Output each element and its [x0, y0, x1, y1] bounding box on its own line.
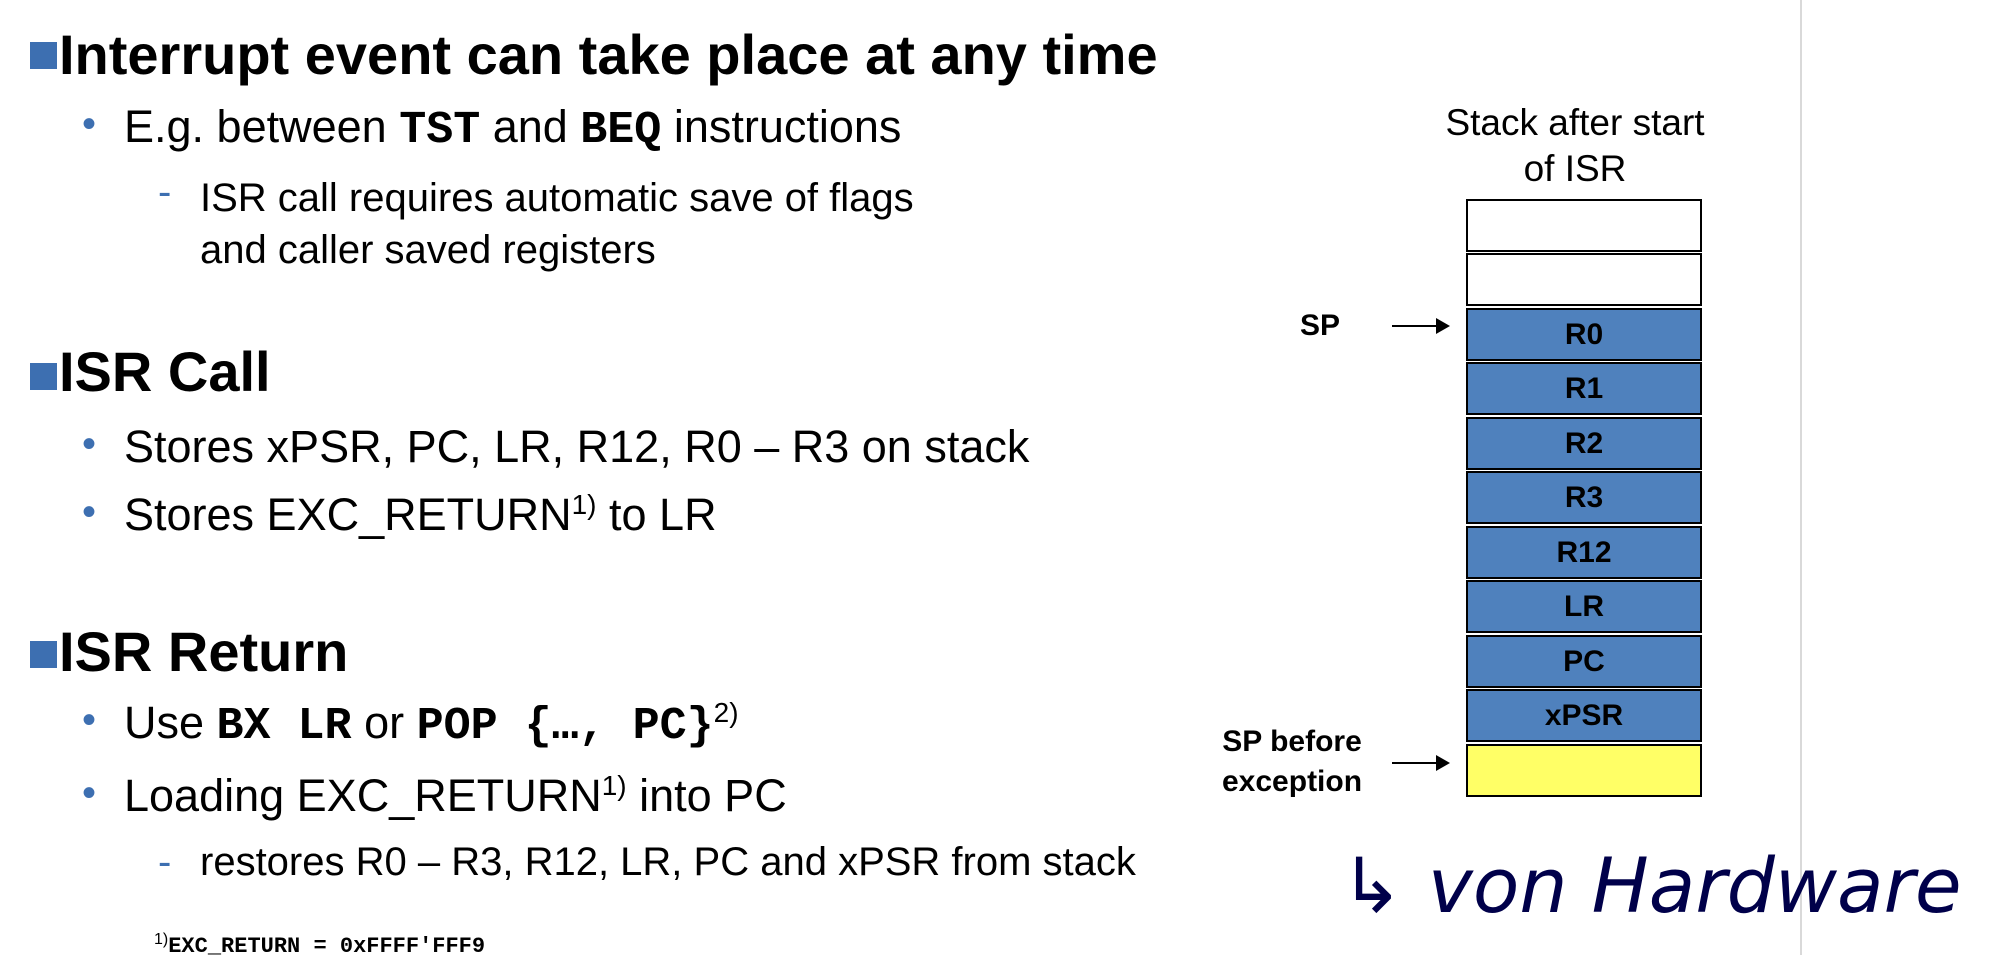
stack-cell-r2: R2: [1466, 417, 1702, 470]
sub-bullet-text: ISR call requires automatic save of flag…: [200, 176, 914, 272]
bullet-dot-icon: •: [82, 698, 97, 742]
bullet-dot-icon: •: [82, 102, 97, 146]
heading-interrupt-event: Interrupt event can take place at any ti…: [59, 23, 1158, 86]
sub-bullet-text: restores R0 – R3, R12, LR, PC and xPSR f…: [200, 840, 1136, 884]
sp-before-label: SP before exception: [1222, 725, 1363, 798]
stack-cell-empty: [1466, 199, 1702, 252]
bullet-text: Stores EXC_RETURN1) to LR: [124, 489, 717, 540]
stack-cell-pc: PC: [1466, 635, 1702, 688]
stack-cell-r12: R12: [1466, 526, 1702, 579]
heading-isr-call: ISR Call: [59, 340, 271, 403]
stack-cell-r1: R1: [1466, 362, 1702, 415]
page-divider: [1800, 0, 1802, 955]
dash-icon: -: [158, 170, 172, 214]
bullet-square-icon: [30, 42, 57, 69]
bullet-dot-icon: •: [82, 771, 97, 815]
bullet-square-icon: [30, 641, 57, 668]
stack-cell-r3: R3: [1466, 471, 1702, 524]
dash-icon: -: [158, 840, 172, 884]
handwritten-note: ↳ von Hardware: [1340, 841, 1962, 930]
handwritten-note-text: ↳ von Hardware: [1340, 841, 1962, 930]
bullet-text: Use BX LR or POP {…, PC}2): [124, 697, 739, 752]
bullet-dot-icon: •: [82, 490, 97, 534]
stack-cell-base: [1466, 744, 1702, 797]
stack-title: Stack after start of ISR: [1445, 102, 1705, 189]
bullet-text: E.g. between TST and BEQ instructions: [124, 101, 902, 156]
heading-isr-return: ISR Return: [59, 620, 349, 683]
stack-cell-xpsr: xPSR: [1466, 689, 1702, 742]
stack-cell-r0: R0: [1466, 308, 1702, 361]
stack-cell-empty: [1466, 253, 1702, 306]
sp-before-arrow-icon: [1392, 755, 1450, 771]
bullet-text: Stores xPSR, PC, LR, R12, R0 – R3 on sta…: [124, 421, 1030, 472]
sp-label: SP: [1300, 309, 1341, 342]
stack-cell-lr: LR: [1466, 580, 1702, 633]
bullet-text: Loading EXC_RETURN1) into PC: [124, 770, 787, 821]
bullet-square-icon: [30, 363, 57, 390]
sp-arrow-icon: [1392, 318, 1450, 334]
bullet-dot-icon: •: [82, 422, 97, 466]
